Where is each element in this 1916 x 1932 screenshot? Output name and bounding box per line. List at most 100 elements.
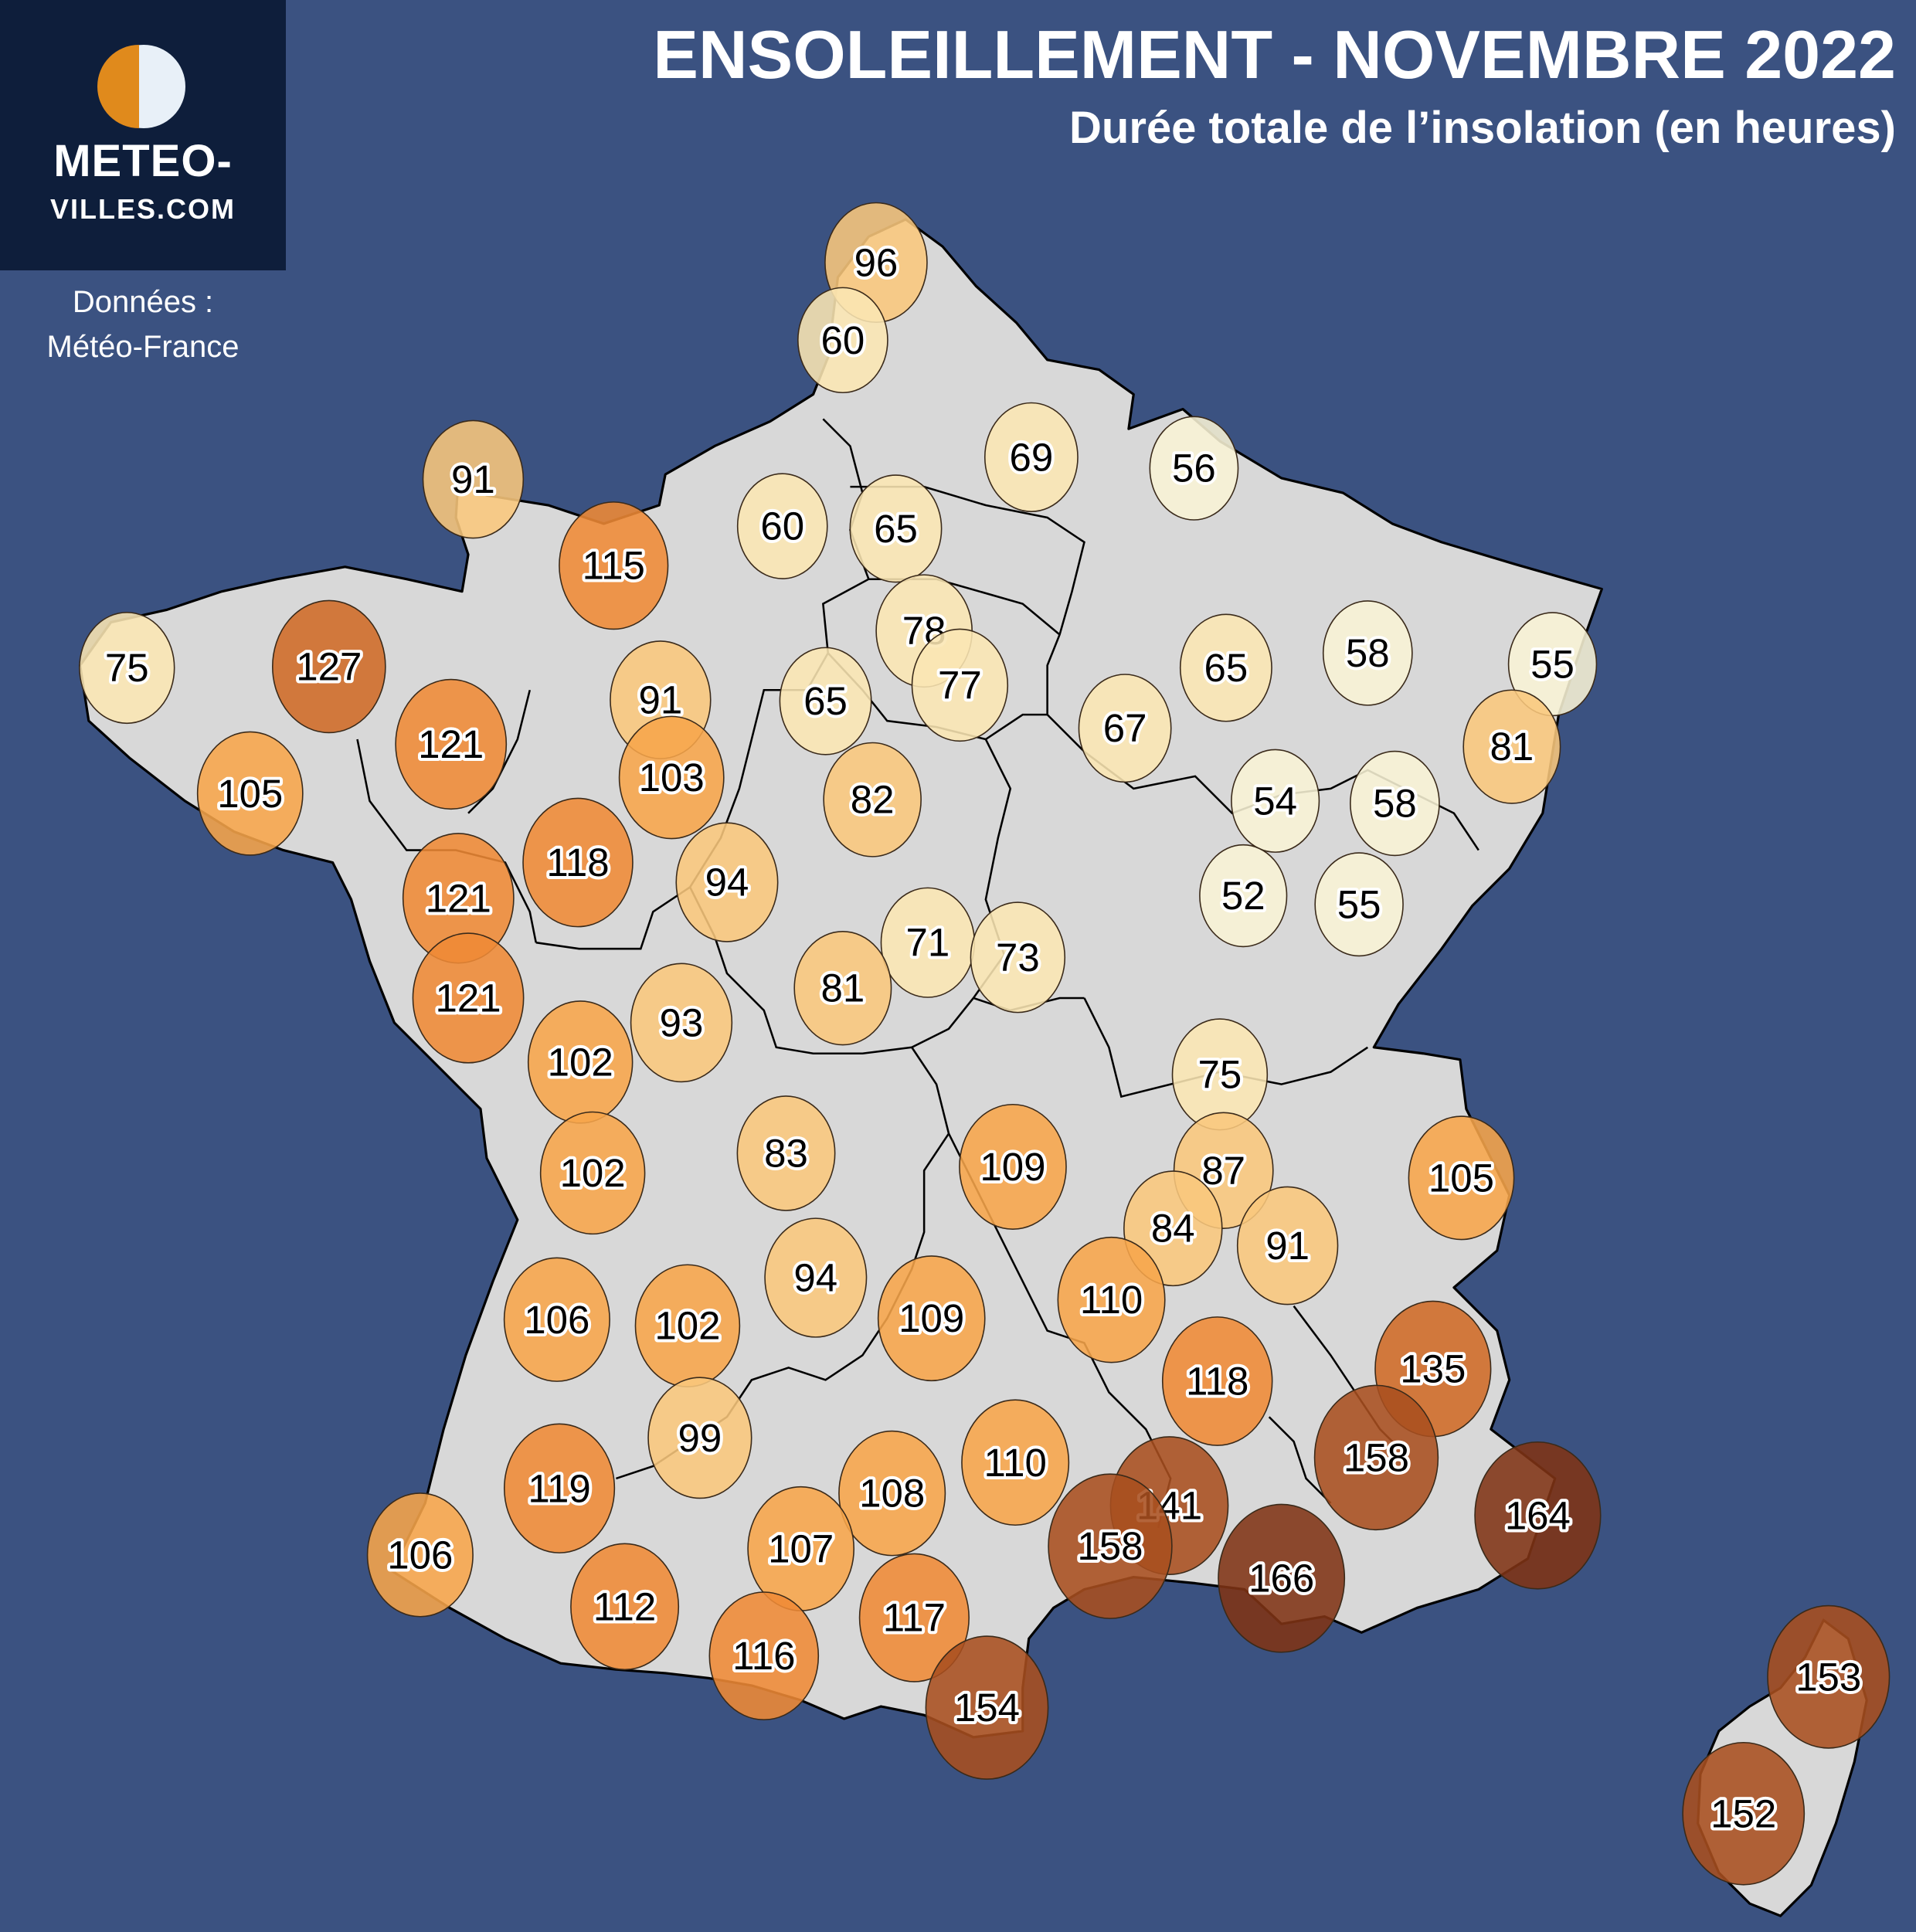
station-value: 52 [1221,874,1265,918]
station-value: 108 [859,1472,925,1516]
station-marker: 65 [1179,613,1272,722]
station-ellipse [1313,1384,1439,1531]
station-value: 81 [1490,725,1534,769]
station-ellipse [647,1377,752,1499]
station-marker: 158 [1313,1384,1439,1531]
station-marker: 81 [1462,689,1561,804]
station-value: 121 [435,976,501,1020]
station-ellipse [797,287,888,394]
station-marker: 106 [503,1257,610,1382]
station-value: 73 [996,935,1040,980]
station-ellipse [959,1103,1067,1230]
station-value: 94 [705,861,749,905]
station-value: 109 [899,1296,964,1340]
station-marker: 56 [1149,416,1239,521]
station-value: 164 [1505,1493,1571,1537]
station-marker: 91 [422,419,525,539]
station-ellipse [983,402,1079,512]
station-value: 81 [821,966,865,1010]
station-ellipse [877,1255,986,1382]
station-marker: 55 [1507,612,1598,717]
station-value: 106 [387,1533,453,1577]
station-ellipse [970,901,1066,1014]
station-value: 115 [583,544,645,588]
station-marker: 106 [366,1492,474,1618]
station-marker: 164 [1474,1441,1602,1590]
station-value: 87 [1201,1149,1245,1193]
station-value: 158 [1077,1524,1143,1568]
station-ellipse [422,419,525,539]
logo-text-line2: VILLES.COM [49,193,236,225]
station-value: 118 [1186,1360,1248,1404]
station-value: 56 [1172,446,1216,491]
station-value: 93 [660,1000,704,1044]
map-subtitle: Durée totale de l’insolation (en heures) [1069,103,1896,153]
station-ellipse [838,1430,946,1557]
station-ellipse [630,963,733,1083]
map-title: ENSOLEILLEMENT - NOVEMBRE 2022 [653,16,1896,93]
station-value: 117 [883,1596,946,1640]
station-marker: 117 [858,1553,970,1682]
station-marker: 153 [1767,1604,1891,1749]
station-marker: 82 [823,742,922,857]
station-marker: 109 [877,1255,986,1382]
station-marker: 121 [395,678,508,810]
station-ellipse [539,1111,646,1235]
station-value: 102 [560,1151,626,1195]
station-marker: 69 [983,402,1079,512]
station-marker: 77 [911,628,1009,742]
station-marker: 119 [503,1423,616,1553]
station-marker: 94 [675,822,779,942]
station-value: 69 [1010,435,1054,479]
station-marker: 152 [1682,1741,1806,1886]
station-ellipse [618,715,725,840]
station-value: 119 [528,1466,590,1510]
station-ellipse [503,1423,616,1553]
station-marker: 102 [539,1111,646,1235]
station-value: 58 [1373,782,1417,826]
station-value: 71 [906,921,950,965]
station-marker: 109 [959,1103,1067,1230]
station-ellipse [570,1543,680,1671]
half-sun-icon [97,45,185,128]
station-marker: 58 [1322,600,1413,706]
station-marker: 71 [880,887,976,998]
station-value: 58 [1346,631,1390,675]
station-value: 135 [1400,1347,1466,1391]
station-ellipse [925,1635,1049,1780]
station-marker: 65 [849,474,943,583]
station-ellipse [736,473,828,579]
station-ellipse [412,932,525,1064]
station-value: 82 [851,778,895,822]
station-ellipse [1161,1316,1273,1446]
station-ellipse [1179,613,1272,722]
station-ellipse [366,1492,474,1618]
station-ellipse [1048,1473,1173,1619]
station-marker: 102 [527,1000,634,1124]
logo-panel: METEO- VILLES.COM [0,0,286,270]
station-value: 65 [803,679,848,723]
station-value: 55 [1337,882,1381,926]
station-ellipse [961,1399,1070,1526]
station-value: 75 [105,646,149,690]
station-marker: 158 [1048,1473,1173,1619]
station-marker: 105 [1408,1115,1515,1241]
station-value: 107 [768,1526,834,1570]
station-marker: 52 [1199,844,1288,948]
station-ellipse [1314,852,1404,957]
station-marker: 112 [570,1543,680,1671]
station-value: 99 [678,1416,722,1460]
station-value: 110 [983,1441,1046,1485]
station-marker: 116 [708,1591,820,1721]
station-value: 127 [296,644,362,688]
station-marker: 121 [402,833,515,964]
station-marker: 75 [1171,1018,1269,1131]
station-ellipse [503,1257,610,1382]
station-marker: 127 [271,599,386,734]
data-source: Données : Météo-France [0,280,286,369]
station-marker: 65 [779,647,872,755]
station-value: 116 [732,1634,795,1678]
station-value: 158 [1344,1435,1409,1479]
station-ellipse [1408,1115,1515,1241]
